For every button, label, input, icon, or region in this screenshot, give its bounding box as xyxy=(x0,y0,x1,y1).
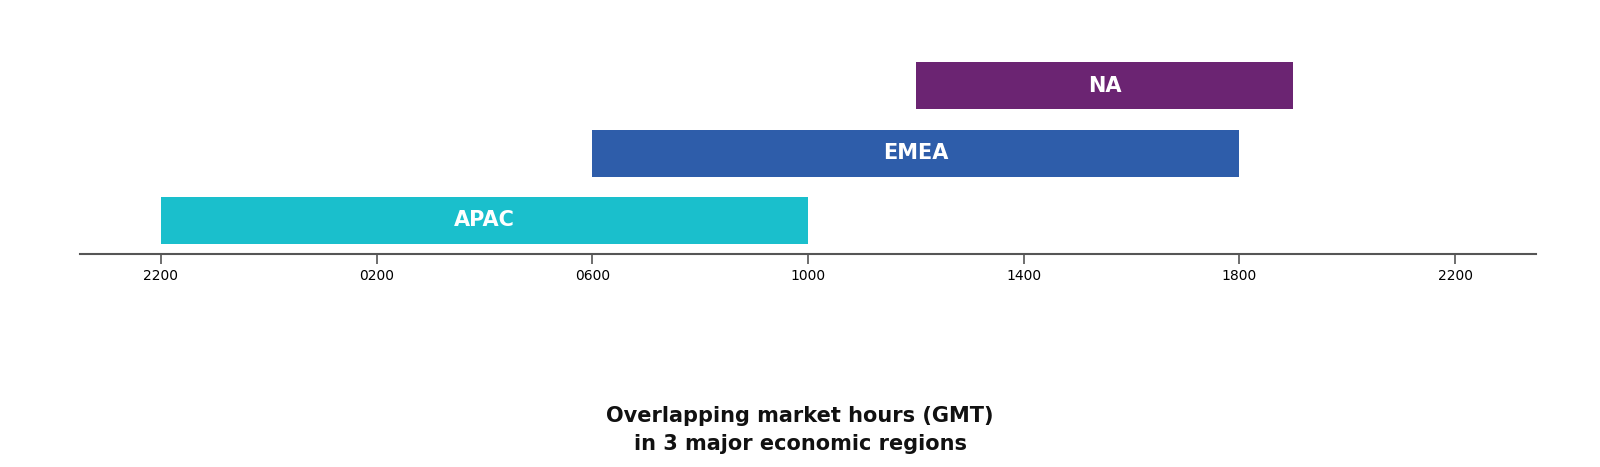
FancyBboxPatch shape xyxy=(915,63,1293,109)
FancyBboxPatch shape xyxy=(592,130,1240,177)
Text: Overlapping market hours (GMT)
in 3 major economic regions: Overlapping market hours (GMT) in 3 majo… xyxy=(606,406,994,453)
Text: EMEA: EMEA xyxy=(883,143,949,163)
Text: NA: NA xyxy=(1088,76,1122,96)
Text: APAC: APAC xyxy=(454,211,515,230)
FancyBboxPatch shape xyxy=(162,197,808,244)
